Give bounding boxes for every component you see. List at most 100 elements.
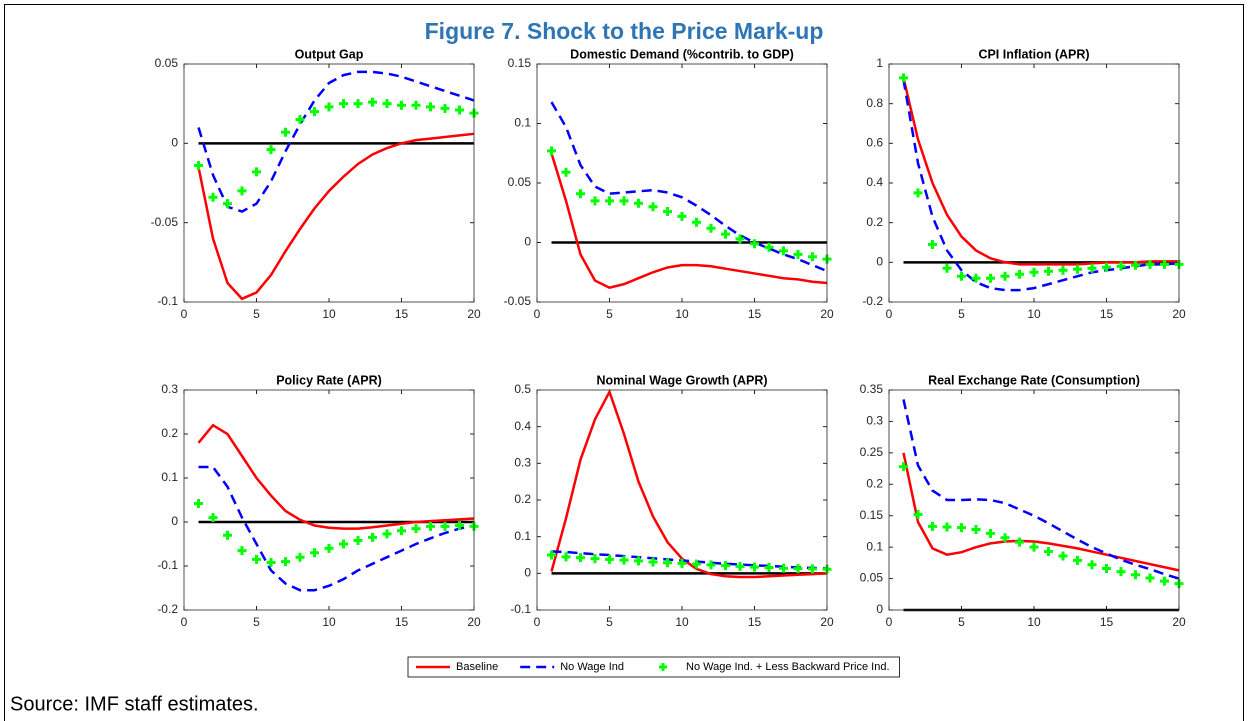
marker: [576, 189, 585, 199]
series-line: [902, 399, 1180, 580]
marker: [619, 555, 629, 565]
marker: [648, 557, 658, 567]
marker: [411, 100, 421, 110]
marker: [971, 525, 981, 535]
marker: [194, 161, 203, 171]
marker: [942, 522, 952, 532]
marker: [368, 97, 377, 107]
marker: [808, 564, 817, 574]
legend-marker: [659, 663, 667, 671]
series-line: [902, 452, 1180, 572]
marker: [605, 554, 614, 564]
axes-frame: [183, 389, 475, 611]
marker: [1073, 264, 1082, 274]
marker: [692, 217, 701, 227]
marker: [1058, 265, 1068, 275]
marker: [1160, 259, 1169, 269]
marker: [1116, 261, 1126, 271]
marker: [426, 102, 435, 112]
series-line: [197, 132, 475, 301]
y-tick-label: 0: [171, 514, 178, 528]
y-tick-label: 0.1: [514, 529, 531, 543]
marker: [677, 211, 687, 221]
marker: [1145, 259, 1155, 269]
x-tick-label: 15: [395, 615, 409, 629]
marker: [310, 107, 319, 117]
y-tick-label: 0.1: [161, 470, 178, 484]
y-tick-label: -0.1: [157, 294, 178, 308]
y-tick-label: 0.15: [508, 56, 532, 70]
marker: [252, 554, 261, 564]
marker: [1131, 260, 1140, 270]
marker: [382, 99, 392, 109]
marker: [808, 252, 817, 262]
marker: [1145, 573, 1155, 583]
x-tick-label: 0: [534, 615, 541, 629]
marker: [721, 229, 730, 239]
x-tick-label: 10: [322, 307, 336, 321]
marker: [957, 271, 966, 281]
series-line: [198, 465, 475, 592]
legend-label: No Wage Ind: [560, 661, 624, 673]
plot-area: [184, 390, 474, 610]
marker: [899, 73, 908, 83]
marker: [1087, 263, 1097, 273]
marker: [1087, 560, 1097, 570]
y-tick-label: 0.05: [860, 571, 884, 585]
marker: [324, 102, 334, 112]
subplot: CPI Inflation (APR)-0.200.20.40.60.810 5 1…: [862, 47, 1186, 321]
axes-frame: [183, 63, 475, 303]
y-tick-label: 0.8: [866, 96, 883, 110]
x-tick-label: 15: [395, 307, 409, 321]
marker: [971, 273, 981, 283]
series-line: [197, 423, 475, 530]
marker: [706, 223, 716, 233]
marker: [266, 557, 276, 567]
y-tick-label: 0.1: [866, 539, 883, 553]
marker: [779, 563, 788, 573]
marker: [295, 552, 305, 562]
marker: [455, 105, 464, 115]
x-tick-label: 10: [322, 615, 336, 629]
x-tick-label: 0: [886, 615, 893, 629]
axes-frame: [888, 389, 1180, 611]
marker: [547, 550, 556, 560]
subplot-title: Policy Rate (APR): [276, 373, 382, 387]
marker: [1000, 271, 1010, 281]
subplot: Nominal Wage Growth (APR)-0.100.10.20.30…: [510, 373, 834, 629]
marker: [576, 553, 585, 563]
x-tick-label: 20: [467, 307, 481, 321]
marker: [339, 539, 348, 549]
y-tick-label: 0.5: [514, 382, 531, 396]
marker: [353, 99, 363, 109]
figure-title: Figure 7. Shock to the Price Mark-up: [425, 18, 824, 44]
marker: [561, 552, 571, 562]
plot-area: [889, 390, 1179, 610]
x-tick-label: 0: [181, 615, 188, 629]
subplot: Real Exchange Rate (Consumption) 0 0.05 0.1…: [860, 373, 1186, 629]
y-tick-label: 0.2: [514, 492, 531, 506]
marker: [1029, 267, 1039, 277]
marker: [764, 242, 774, 252]
y-tick-label: 0.3: [161, 382, 178, 396]
y-tick-label: -0.05: [151, 215, 179, 229]
y-tick-label: 0.05: [508, 175, 532, 189]
y-tick-label: 0.35: [860, 382, 884, 396]
x-tick-label: 0: [534, 307, 541, 321]
marker: [928, 521, 937, 531]
marker: [706, 560, 716, 570]
marker: [1015, 537, 1024, 547]
y-tick-label: 0.2: [866, 215, 883, 229]
x-tick-label: 5: [606, 615, 613, 629]
marker: [194, 499, 203, 509]
x-tick-label: 20: [467, 615, 481, 629]
x-tick-label: 20: [1172, 615, 1186, 629]
marker: [281, 557, 290, 567]
marker: [1044, 547, 1053, 557]
marker: [1160, 576, 1169, 586]
subplot-title: Output Gap: [295, 47, 364, 61]
marker: [942, 263, 952, 273]
legend: Baseline No Wage Ind No Wage Ind. + Less B…: [407, 656, 900, 678]
marker: [793, 249, 803, 259]
